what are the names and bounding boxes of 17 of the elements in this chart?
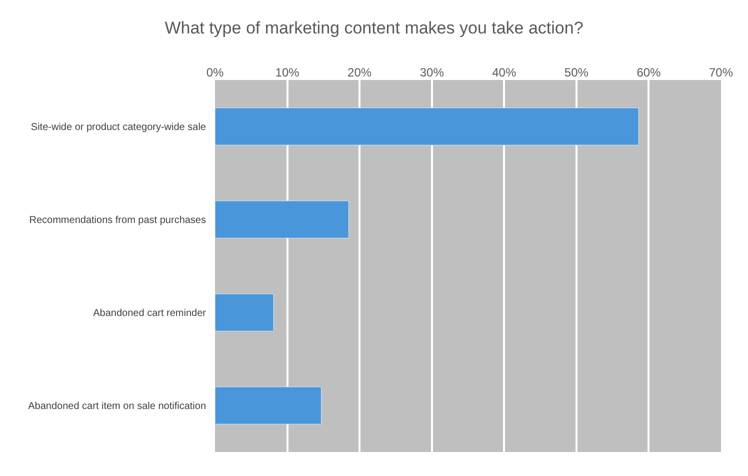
chart-title: What type of marketing content makes you take action?	[164, 18, 584, 38]
x-tick-label: 60%	[636, 66, 662, 80]
bar	[215, 108, 639, 146]
x-tick-label: 30%	[420, 66, 444, 80]
bar	[215, 294, 274, 332]
y-tick-label: Site-wide or product category-wide sale	[30, 122, 206, 133]
x-tick-label: 40%	[492, 66, 516, 80]
y-tick-label: Abandoned cart reminder	[93, 308, 207, 319]
bar	[215, 386, 322, 424]
bar	[215, 200, 349, 238]
y-tick-label: Abandoned cart item on sale notification	[28, 401, 206, 412]
x-tick-label: 10%	[275, 66, 300, 80]
x-tick-label: 20%	[348, 66, 372, 80]
x-tick-label: 70%	[708, 66, 734, 80]
x-tick-label: 0%	[206, 66, 224, 80]
y-tick-label: Recommendations from past purchases	[29, 215, 206, 226]
x-tick-label: 50%	[564, 66, 589, 80]
